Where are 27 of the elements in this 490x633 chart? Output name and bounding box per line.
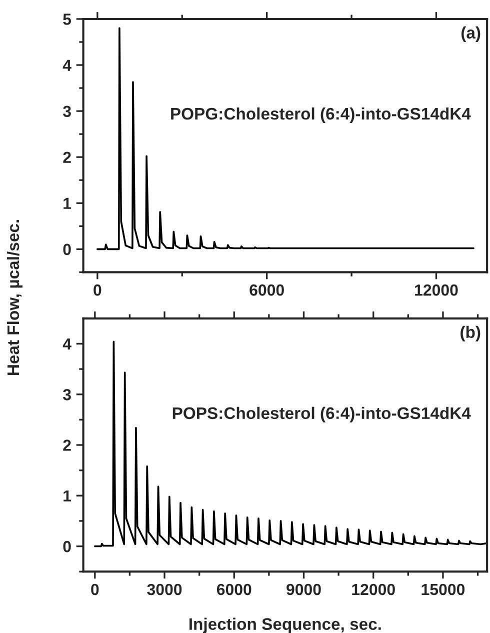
y-tick-label: 1 xyxy=(64,490,72,502)
x-tick-label: 3000 xyxy=(147,584,182,596)
annotation: (a) xyxy=(461,26,480,42)
y-tick-label: 3 xyxy=(62,388,71,400)
x-tick-label: 0 xyxy=(94,284,102,296)
x-axis-title: Injection Sequence, sec. xyxy=(190,618,381,633)
y-axis-title: Heat Flow, µcal/sec. xyxy=(6,220,22,375)
x-tick-label: 12000 xyxy=(352,584,395,596)
x-tick-label: 9000 xyxy=(286,584,321,596)
x-tick-label: 6000 xyxy=(250,284,284,296)
annotation: (b) xyxy=(460,326,480,342)
x-tick-label: 6000 xyxy=(216,584,252,596)
annotation: POPS:Cholesterol (6:4)-into-GS14dK4 xyxy=(172,406,471,422)
line-series xyxy=(94,340,488,548)
y-tick-label: 4 xyxy=(62,60,72,71)
y-tick-label: 3 xyxy=(62,106,71,118)
y-tick-label: 2 xyxy=(63,152,71,163)
x-tick-label: 15000 xyxy=(422,584,465,596)
x-tick-label: 0 xyxy=(91,584,99,596)
y-tick-label: 0 xyxy=(63,540,71,552)
annotation: POPG:Cholesterol (6:4)-into-GS14dK4 xyxy=(171,107,471,123)
y-tick-label: 0 xyxy=(63,244,71,256)
y-tick-label: 4 xyxy=(62,338,72,350)
y-tick-label: 5 xyxy=(63,14,72,25)
y-tick-label: 2 xyxy=(63,440,71,451)
y-tick-label: 1 xyxy=(64,198,72,209)
x-tick-label: 12000 xyxy=(415,284,458,296)
